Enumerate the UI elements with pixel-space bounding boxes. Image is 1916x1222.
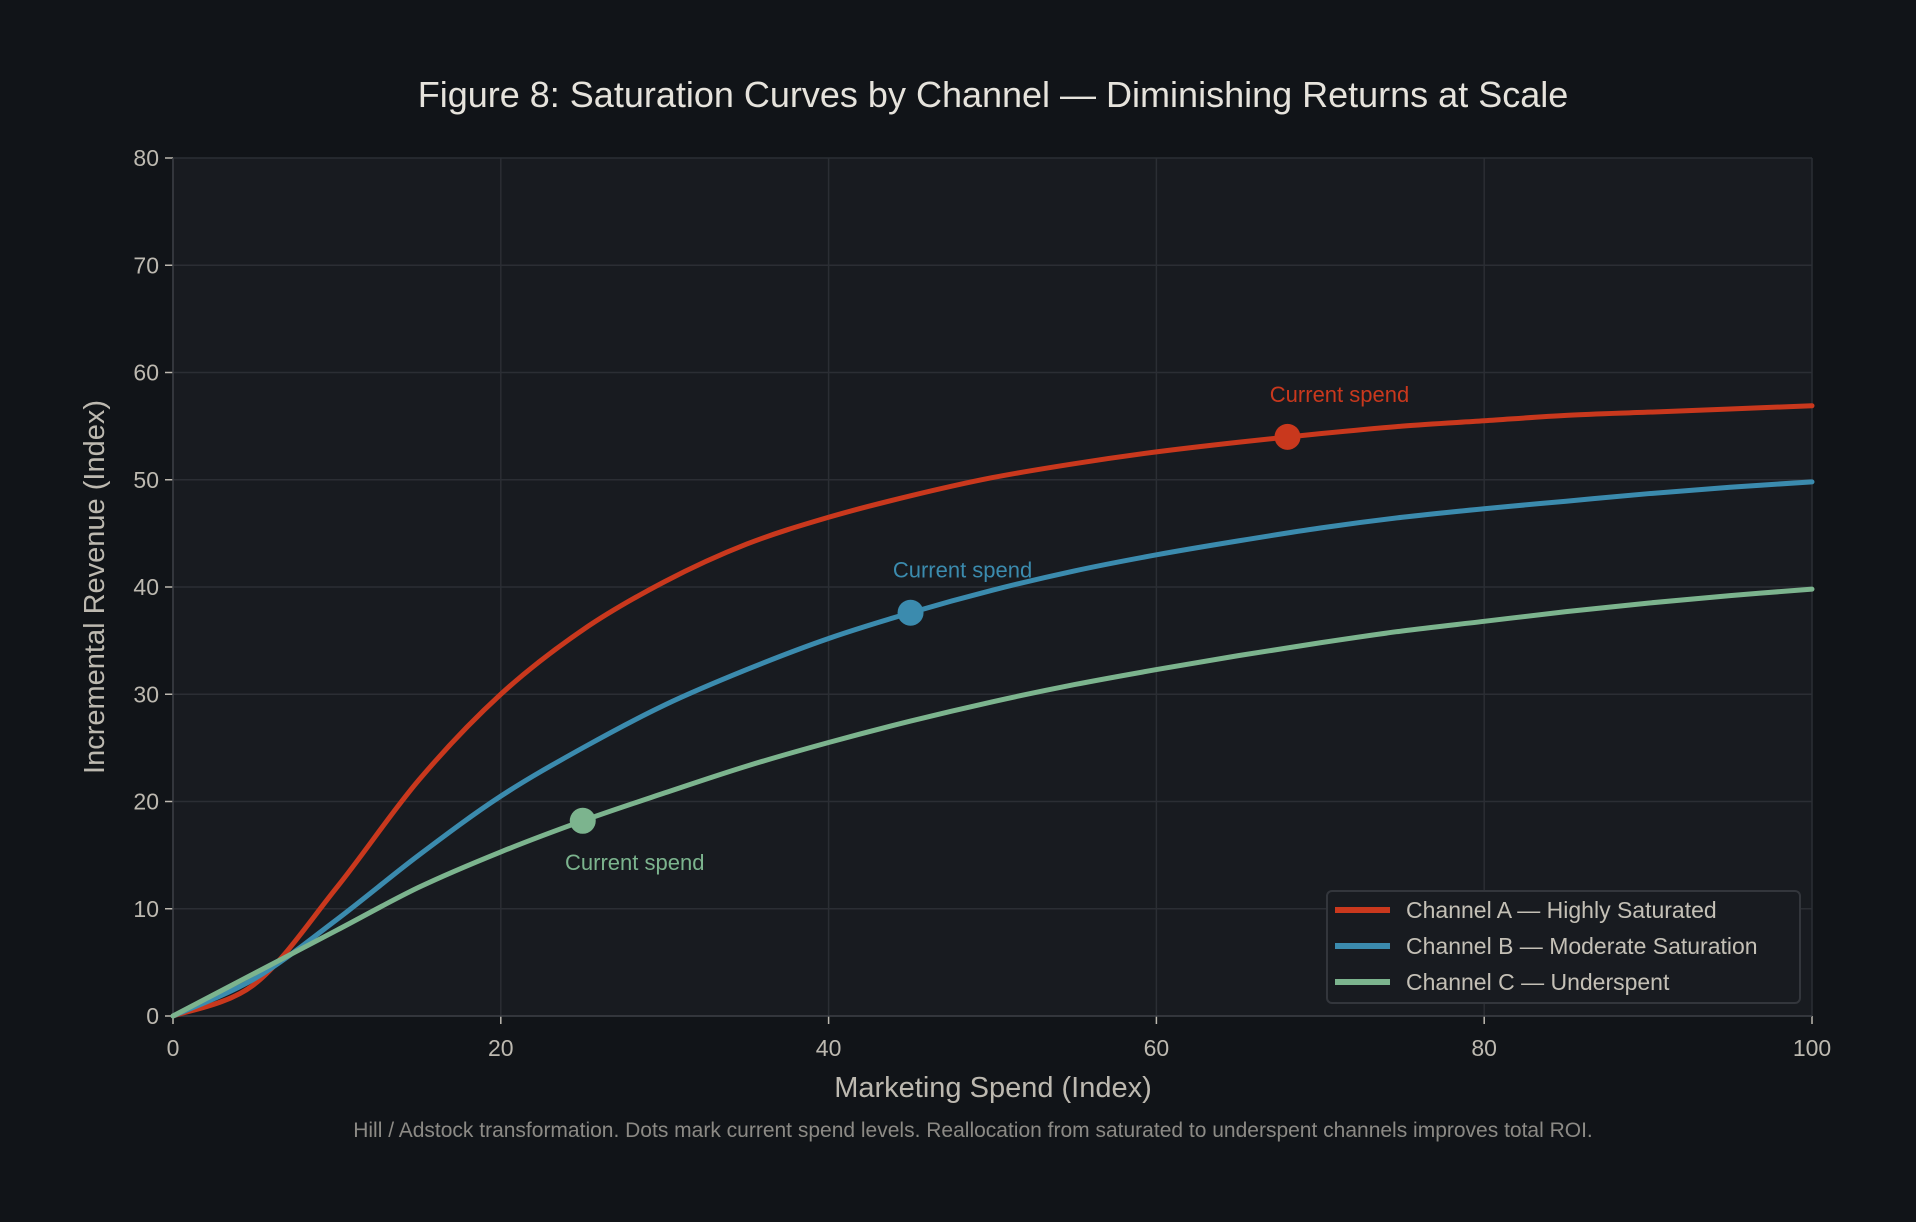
y-axis-label: Incremental Revenue (Index) xyxy=(79,400,111,774)
series-line-0 xyxy=(170,403,1815,1019)
legend-label-2: Channel C — Underspent xyxy=(1406,969,1670,995)
chart-title: Figure 8: Saturation Curves by Channel —… xyxy=(418,74,1569,115)
x-tick-label: 60 xyxy=(1144,1035,1170,1061)
y-tick-label: 70 xyxy=(133,252,159,278)
y-tick-label: 30 xyxy=(133,681,159,707)
current-spend-dot-2 xyxy=(569,807,596,834)
current-spend-label-1: Current spend xyxy=(893,558,1032,583)
y-tick-label: 50 xyxy=(133,467,159,493)
caption: Hill / Adstock transformation. Dots mark… xyxy=(353,1119,1593,1142)
series-line-1 xyxy=(170,479,1815,1019)
y-tick-label: 60 xyxy=(133,360,159,386)
y-tick-label: 0 xyxy=(146,1003,159,1029)
series-lines xyxy=(170,403,1815,1019)
legend-box xyxy=(1326,890,1801,1004)
x-tick-label: 0 xyxy=(167,1035,180,1061)
x-tick-label: 100 xyxy=(1793,1035,1831,1061)
x-axis-label: Marketing Spend (Index) xyxy=(834,1072,1152,1104)
current-spend-markers: Current spend Current spend Current spend xyxy=(565,382,1409,875)
current-spend-dot-0 xyxy=(1274,423,1301,450)
legend: Channel A — Highly Saturated Channel B — … xyxy=(1326,890,1801,1004)
y-tick-label: 40 xyxy=(133,574,159,600)
current-spend-dot-1 xyxy=(897,599,924,626)
legend-label-0: Channel A — Highly Saturated xyxy=(1406,897,1717,923)
y-tick-label: 20 xyxy=(133,789,159,815)
y-tick-label: 10 xyxy=(133,896,159,922)
x-tick-label: 40 xyxy=(816,1035,842,1061)
x-tick-label: 80 xyxy=(1471,1035,1497,1061)
current-spend-label-0: Current spend xyxy=(1270,382,1409,407)
legend-label-1: Channel B — Moderate Saturation xyxy=(1406,933,1758,959)
y-tick-label: 80 xyxy=(133,145,159,171)
x-tick-label: 20 xyxy=(488,1035,514,1061)
current-spend-label-2: Current spend xyxy=(565,850,704,875)
series-line-2 xyxy=(170,586,1815,1019)
axes: 0 20 40 60 80 100 0 10 20 30 40 50 60 70 80 xyxy=(133,145,1831,1061)
